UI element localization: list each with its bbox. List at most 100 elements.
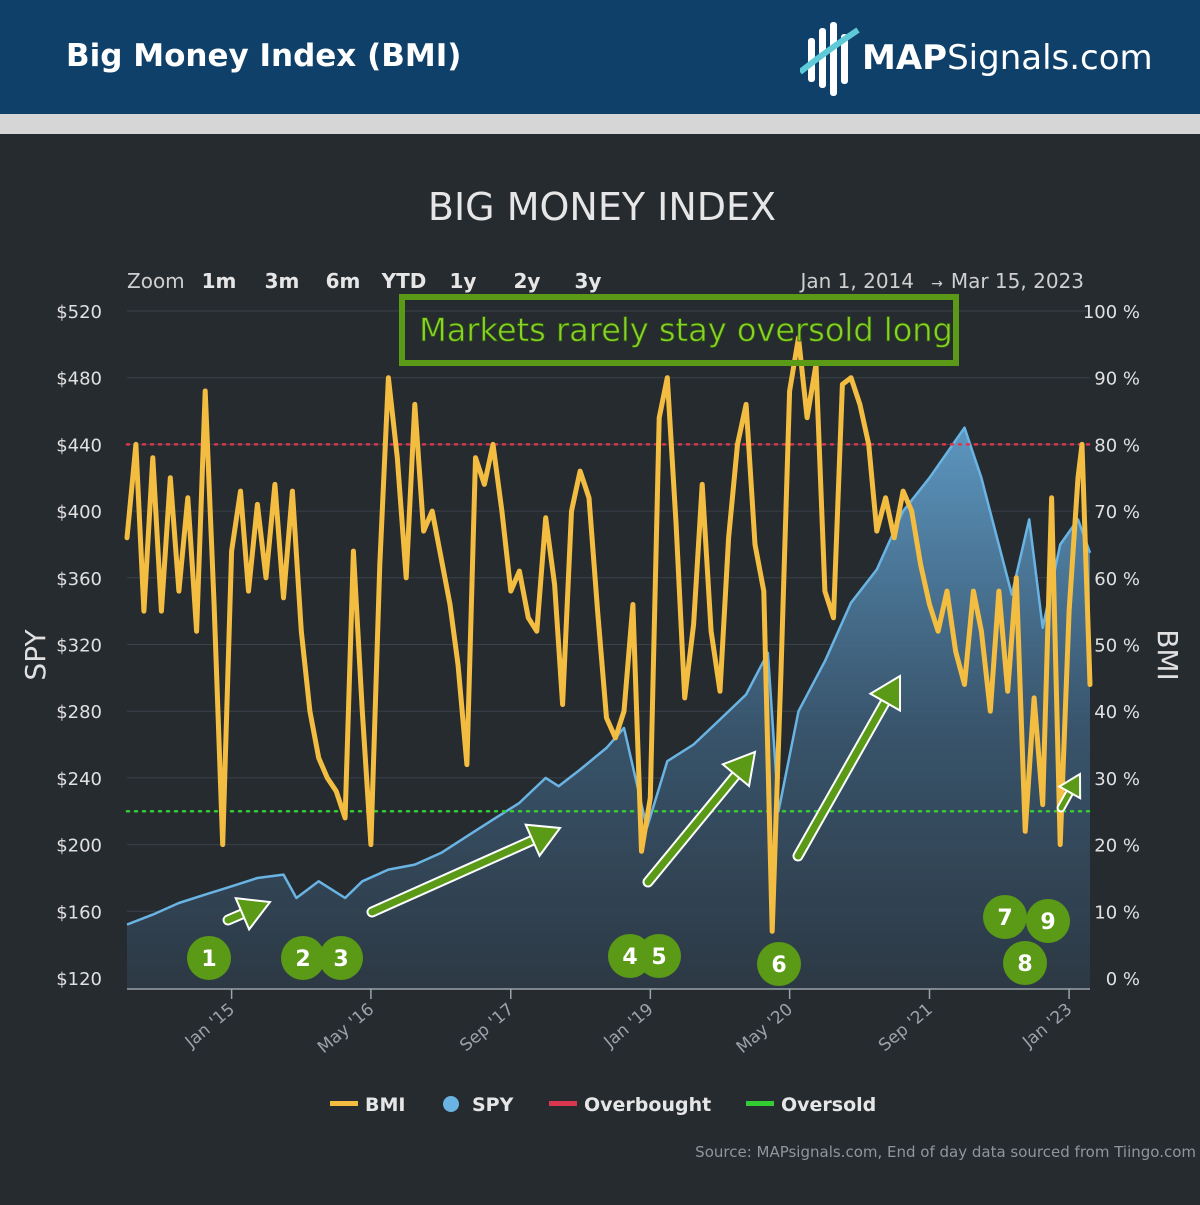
marker-label: 9 bbox=[1040, 910, 1055, 935]
range-to[interactable]: Mar 15, 2023 bbox=[951, 269, 1084, 293]
x-tick-label: Jan '19 bbox=[600, 1000, 658, 1053]
spy-tick-label: $120 bbox=[56, 969, 102, 990]
spy-series-line bbox=[126, 426, 1092, 926]
bmi-tick-label: 80 % bbox=[1094, 435, 1140, 456]
spy-axis-ticks: $520 $480 $440 $400 $360 $320 $280 $240 $200 $160… bbox=[56, 302, 102, 990]
arrow-shaft bbox=[224, 910, 246, 924]
bmi-tick-label: 100 % bbox=[1083, 302, 1140, 323]
legend-swatch bbox=[443, 1096, 459, 1112]
date-range: Jan 1, 2014 → Mar 15, 2023 bbox=[798, 269, 1084, 293]
annotation-text: Markets rarely stay oversold long bbox=[419, 311, 953, 349]
range-from[interactable]: Jan 1, 2014 bbox=[798, 269, 914, 293]
bmi-tick-label: 60 % bbox=[1094, 569, 1140, 590]
legend-label: BMI bbox=[365, 1094, 405, 1116]
spy-area-fill bbox=[127, 427, 1090, 989]
legend-label: SPY bbox=[472, 1094, 514, 1116]
chart-legend: BMI SPY Overbought Oversold bbox=[330, 1094, 876, 1116]
legend-swatch bbox=[746, 1101, 774, 1106]
zoom-option-2y[interactable]: 2y bbox=[514, 269, 541, 293]
spy-tick-label: $200 bbox=[56, 836, 102, 857]
spy-tick-label: $160 bbox=[56, 902, 102, 923]
arrow-head bbox=[1057, 772, 1082, 800]
arrow-head bbox=[868, 674, 901, 713]
legend-swatch bbox=[549, 1101, 577, 1106]
bmi-axis-ticks: 100 % 90 % 80 % 70 % 60 % 50 % 40 % 30 % 20 % 10 … bbox=[1083, 302, 1140, 990]
chart-title: BIG MONEY INDEX bbox=[428, 185, 776, 229]
marker-circle bbox=[1026, 899, 1070, 943]
marker-circle bbox=[983, 895, 1027, 939]
marker-circle bbox=[187, 936, 231, 980]
page-title: Big Money Index (BMI) bbox=[66, 38, 462, 74]
marker-7: 7 bbox=[983, 895, 1027, 939]
bmi-tick-label: 0 % bbox=[1106, 969, 1140, 990]
zoom-option-3y[interactable]: 3y bbox=[575, 269, 602, 293]
spy-tick-label: $400 bbox=[56, 502, 102, 523]
header-divider bbox=[0, 114, 1200, 134]
legend-item-overbought: Overbought bbox=[549, 1094, 711, 1116]
marker-label: 2 bbox=[295, 947, 310, 972]
marker-label: 6 bbox=[771, 953, 786, 978]
arrow-head bbox=[234, 897, 272, 932]
legend-swatch bbox=[330, 1101, 358, 1106]
x-tick-label: Jan '15 bbox=[181, 1000, 239, 1053]
annotation-box: Markets rarely stay oversold long bbox=[399, 294, 959, 366]
arrow-shaft bbox=[644, 771, 740, 886]
bmi-tick-label: 90 % bbox=[1094, 369, 1140, 390]
x-tick-label: May '16 bbox=[314, 1000, 378, 1058]
chart-panel: BIG MONEY INDEX Zoom 1m 3m 6m YTD 1y 2y 3y Jan… bbox=[0, 134, 1200, 1200]
arrow-head bbox=[524, 823, 562, 858]
spy-tick-label: $280 bbox=[56, 702, 102, 723]
zoom-option-ytd[interactable]: YTD bbox=[381, 269, 427, 293]
legend-label: Overbought bbox=[584, 1094, 711, 1116]
marker-label: 8 bbox=[1017, 952, 1032, 977]
marker-5: 5 bbox=[637, 934, 681, 978]
marker-2: 2 bbox=[281, 936, 325, 980]
bmi-tick-label: 40 % bbox=[1094, 702, 1140, 723]
bmi-tick-label: 30 % bbox=[1094, 769, 1140, 790]
marker-6: 6 bbox=[757, 942, 801, 986]
bmi-chart: BIG MONEY INDEX Zoom 1m 3m 6m YTD 1y 2y 3y Jan… bbox=[19, 185, 1196, 1161]
arrow-head bbox=[720, 750, 757, 788]
x-tick-label: Sep '21 bbox=[875, 1000, 937, 1056]
source-note: Source: MAPsignals.com, End of day data … bbox=[695, 1143, 1196, 1161]
x-tick-label: Jan '23 bbox=[1018, 1000, 1076, 1053]
brand-name: MAPSignals.com bbox=[862, 38, 1153, 78]
zoom-label: Zoom bbox=[127, 269, 185, 293]
bmi-tick-label: 50 % bbox=[1094, 636, 1140, 657]
zoom-controls: Zoom 1m 3m 6m YTD 1y 2y 3y bbox=[127, 269, 601, 293]
marker-circle bbox=[319, 936, 363, 980]
spy-tick-label: $240 bbox=[56, 769, 102, 790]
zoom-option-3m[interactable]: 3m bbox=[265, 269, 300, 293]
marker-9: 9 bbox=[1026, 899, 1070, 943]
annotation-arrows bbox=[222, 674, 1082, 932]
x-tick-label: Sep '17 bbox=[456, 1000, 518, 1056]
legend-item-spy: SPY bbox=[443, 1094, 514, 1116]
spy-tick-label: $360 bbox=[56, 569, 102, 590]
arrow-shaft bbox=[794, 698, 889, 860]
arrow-shaft bbox=[1058, 789, 1073, 811]
zoom-option-6m[interactable]: 6m bbox=[326, 269, 361, 293]
spy-tick-label: $480 bbox=[56, 369, 102, 390]
bmi-tick-label: 70 % bbox=[1094, 502, 1140, 523]
marker-circle bbox=[757, 942, 801, 986]
x-tick-label: May '20 bbox=[733, 1000, 797, 1058]
marker-circle bbox=[637, 934, 681, 978]
event-markers: 1 2 3 4 5 6 789 bbox=[187, 895, 1070, 986]
bmi-series-line bbox=[124, 335, 1093, 934]
marker-label: 5 bbox=[651, 945, 666, 970]
zoom-option-1m[interactable]: 1m bbox=[202, 269, 237, 293]
marker-label: 1 bbox=[201, 947, 216, 972]
bmi-tick-label: 10 % bbox=[1094, 902, 1140, 923]
spy-tick-label: $520 bbox=[56, 302, 102, 323]
zoom-option-1y[interactable]: 1y bbox=[450, 269, 477, 293]
marker-1: 1 bbox=[187, 936, 231, 980]
marker-3: 3 bbox=[319, 936, 363, 980]
spy-tick-label: $440 bbox=[56, 435, 102, 456]
legend-item-oversold: Oversold bbox=[746, 1094, 876, 1116]
marker-circle bbox=[281, 936, 325, 980]
marker-label: 4 bbox=[622, 945, 637, 970]
logo-icon bbox=[800, 22, 860, 96]
x-axis-ticks: Jan '15 May '16 Sep '17 Jan '19 May '20 Sep '… bbox=[181, 989, 1076, 1058]
bmi-tick-label: 20 % bbox=[1094, 836, 1140, 857]
brand-logo[interactable]: MAPSignals.com bbox=[800, 20, 1180, 100]
